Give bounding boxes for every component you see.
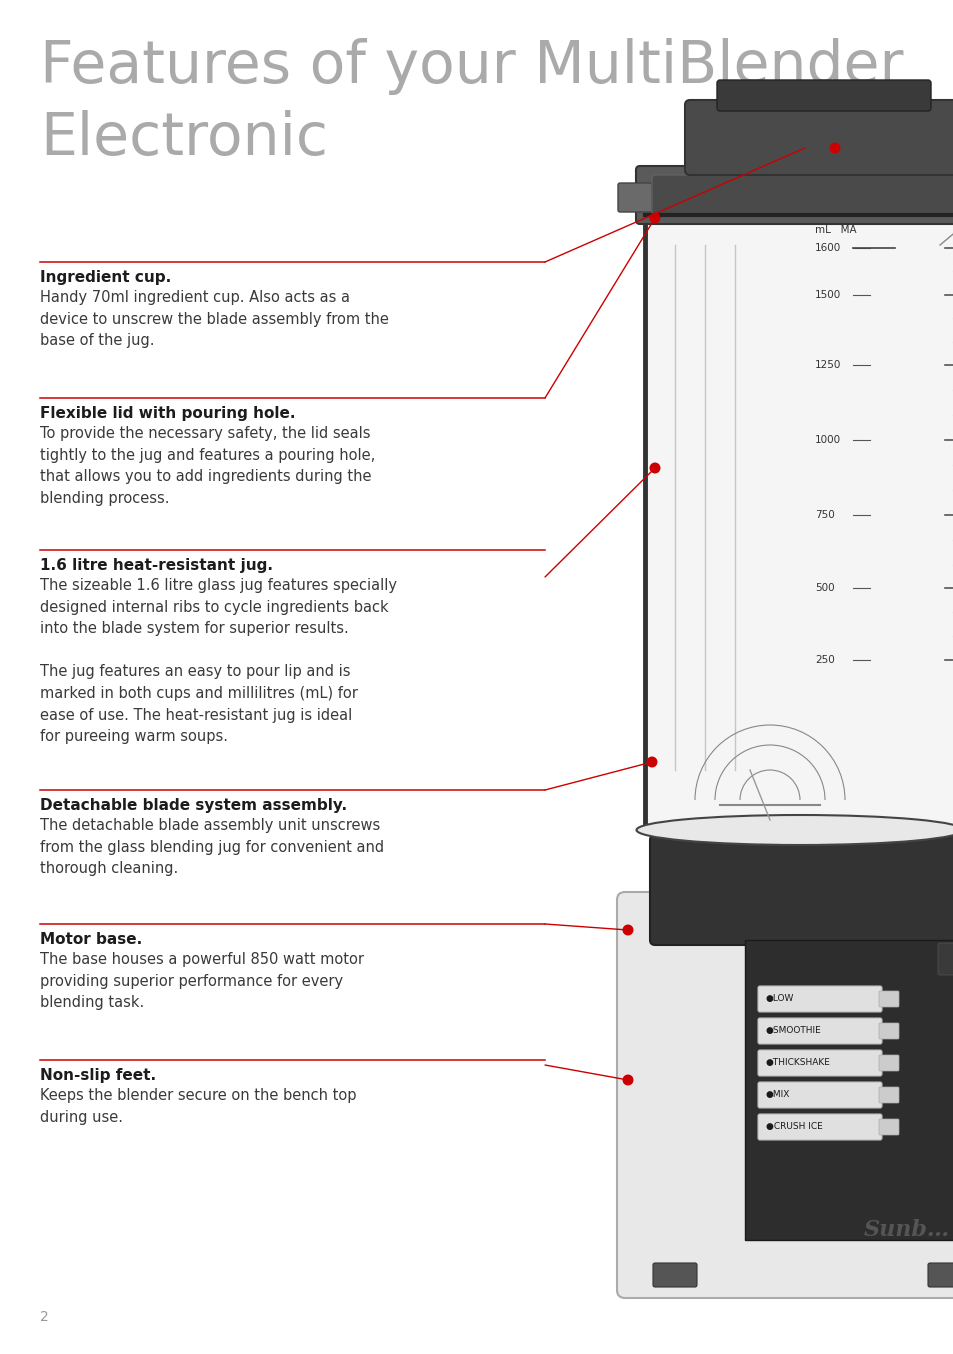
Text: 250: 250 (814, 655, 834, 665)
Text: Ingredient cup.: Ingredient cup. (40, 269, 172, 284)
Circle shape (828, 142, 840, 153)
Text: mL   MA: mL MA (814, 225, 856, 236)
FancyBboxPatch shape (878, 1055, 898, 1071)
FancyBboxPatch shape (649, 835, 953, 945)
Text: 2: 2 (40, 1311, 49, 1324)
FancyBboxPatch shape (652, 1263, 697, 1288)
Circle shape (649, 213, 659, 223)
Circle shape (649, 463, 659, 474)
FancyBboxPatch shape (878, 991, 898, 1007)
FancyBboxPatch shape (684, 100, 953, 175)
Text: 1250: 1250 (814, 360, 841, 370)
Circle shape (646, 757, 657, 768)
FancyBboxPatch shape (927, 1263, 953, 1288)
Ellipse shape (636, 815, 953, 845)
FancyBboxPatch shape (758, 986, 882, 1011)
Text: Keeps the blender secure on the bench top
during use.: Keeps the blender secure on the bench to… (40, 1089, 356, 1125)
Circle shape (622, 1075, 633, 1086)
Text: The detachable blade assembly unit unscrews
from the glass blending jug for conv: The detachable blade assembly unit unscr… (40, 818, 384, 876)
Text: 1.6 litre heat-resistant jug.: 1.6 litre heat-resistant jug. (40, 558, 273, 573)
Text: 750: 750 (814, 510, 834, 520)
Text: 500: 500 (814, 584, 834, 593)
FancyBboxPatch shape (644, 215, 953, 830)
FancyBboxPatch shape (636, 167, 953, 223)
FancyBboxPatch shape (744, 940, 953, 1240)
Circle shape (622, 925, 633, 936)
Text: 1500: 1500 (814, 290, 841, 301)
Text: Flexible lid with pouring hole.: Flexible lid with pouring hole. (40, 406, 295, 421)
Text: ●LOW: ●LOW (765, 994, 794, 1003)
Text: The base houses a powerful 850 watt motor
providing superior performance for eve: The base houses a powerful 850 watt moto… (40, 952, 364, 1010)
FancyBboxPatch shape (758, 1018, 882, 1044)
FancyBboxPatch shape (878, 1118, 898, 1135)
Text: Detachable blade system assembly.: Detachable blade system assembly. (40, 798, 347, 812)
Text: 1600: 1600 (814, 242, 841, 253)
FancyBboxPatch shape (878, 1087, 898, 1104)
Text: Motor base.: Motor base. (40, 932, 142, 946)
Text: ●THICKSHAKE: ●THICKSHAKE (765, 1059, 830, 1067)
Text: Handy 70ml ingredient cup. Also acts as a
device to unscrew the blade assembly f: Handy 70ml ingredient cup. Also acts as … (40, 290, 389, 348)
Text: Electronic: Electronic (40, 110, 328, 167)
FancyBboxPatch shape (758, 1114, 882, 1140)
FancyBboxPatch shape (618, 183, 651, 213)
FancyBboxPatch shape (937, 942, 953, 975)
Text: ●CRUSH ICE: ●CRUSH ICE (765, 1122, 821, 1132)
FancyBboxPatch shape (758, 1049, 882, 1076)
Text: 1000: 1000 (814, 435, 841, 445)
Text: To provide the necessary safety, the lid seals
tightly to the jug and features a: To provide the necessary safety, the lid… (40, 427, 375, 506)
FancyBboxPatch shape (758, 1082, 882, 1108)
FancyBboxPatch shape (651, 175, 953, 215)
FancyBboxPatch shape (717, 80, 930, 111)
Text: ●SMOOTHIE: ●SMOOTHIE (765, 1026, 821, 1036)
Text: Non-slip feet.: Non-slip feet. (40, 1068, 156, 1083)
FancyBboxPatch shape (878, 1024, 898, 1039)
Text: The sizeable 1.6 litre glass jug features specially
designed internal ribs to cy: The sizeable 1.6 litre glass jug feature… (40, 578, 396, 745)
Text: ●MIX: ●MIX (765, 1090, 789, 1099)
Text: Features of your MultiBlender: Features of your MultiBlender (40, 38, 902, 95)
FancyBboxPatch shape (617, 892, 953, 1298)
Text: Sunb…: Sunb… (863, 1219, 949, 1242)
